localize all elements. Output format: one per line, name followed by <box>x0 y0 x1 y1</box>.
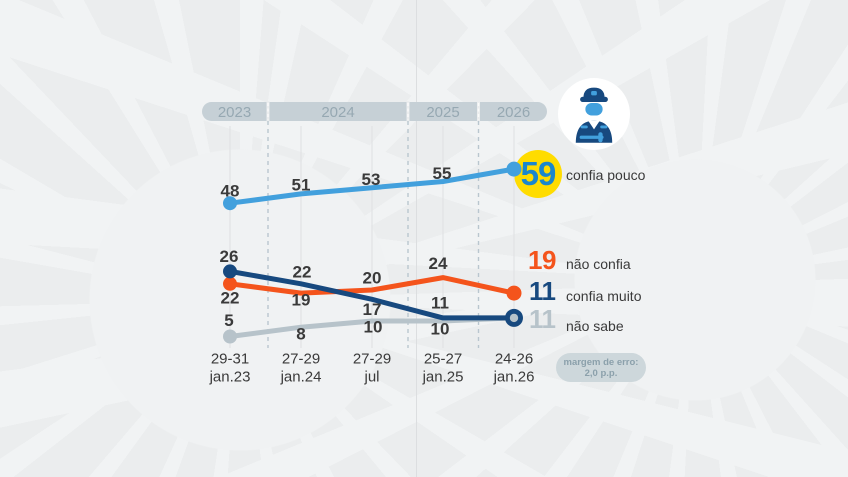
highlight-value: 59 <box>520 155 557 192</box>
value-label: 11 <box>431 293 449 312</box>
x-tick-line2: jan.25 <box>422 369 464 386</box>
year-label: 2023 <box>218 104 251 121</box>
series-start-dot-0 <box>223 196 237 211</box>
x-tick-line1: 25-27 <box>424 351 462 368</box>
value-label: 24 <box>429 254 448 273</box>
value-label: 22 <box>293 262 312 281</box>
x-tick-line1: 29-31 <box>211 351 249 368</box>
value-label: 48 <box>221 182 240 201</box>
value-label: 8 <box>296 325 305 344</box>
final-value-nao-sabe: 11 <box>529 304 556 334</box>
x-tick-line1: 27-29 <box>282 351 320 368</box>
series-line-0 <box>227 166 517 206</box>
x-tick-line1: 24-26 <box>495 351 533 368</box>
police-officer-icon <box>575 87 613 143</box>
year-label: 2026 <box>497 104 530 121</box>
value-label: 5 <box>224 311 233 330</box>
value-label: 19 <box>292 291 311 310</box>
series-start-dot-1 <box>223 276 237 291</box>
series-line-2 <box>227 268 517 321</box>
final-value-nao-confia: 19 <box>528 245 556 275</box>
series-line-1 <box>227 275 517 296</box>
police-avatar-circle <box>558 78 630 150</box>
series-label-nao-sabe: não sabe <box>566 318 624 334</box>
highlight-badge: 59 <box>514 150 562 198</box>
final-value-confia-muito: 11 <box>529 276 556 306</box>
year-label: 2025 <box>426 104 459 121</box>
x-tick-line2: jan.24 <box>280 369 322 386</box>
margin-of-error-line2: 2,0 p.p. <box>584 367 618 379</box>
x-tick-line2: jan.23 <box>209 369 251 386</box>
series-start-dot-2 <box>223 264 237 279</box>
value-label: 55 <box>433 164 452 183</box>
series-end-dot-0 <box>506 161 522 177</box>
series-label-nao-confia: não confia <box>566 256 631 272</box>
series-end-dot-center <box>509 313 519 323</box>
year-label: 2024 <box>321 104 354 121</box>
series-label-confia-muito: confia muito <box>566 288 642 304</box>
margin-of-error-line1: margem de erro: <box>563 356 639 368</box>
margin-of-error-note: margem de erro: 2,0 p.p. <box>556 353 646 382</box>
value-label: 51 <box>292 175 311 194</box>
value-label: 20 <box>363 269 382 288</box>
x-tick-line2: jul <box>363 369 379 386</box>
value-label: 22 <box>221 288 240 307</box>
x-tick-line2: jan.26 <box>493 369 535 386</box>
value-label: 10 <box>364 318 383 337</box>
center-divider-line <box>416 0 417 477</box>
value-label: 10 <box>431 320 450 339</box>
x-tick-line1: 27-29 <box>353 351 391 368</box>
value-label: 53 <box>362 170 381 189</box>
series-label-confia-pouco: confia pouco <box>566 167 646 183</box>
series-start-dot-3 <box>223 329 237 344</box>
value-label: 17 <box>363 300 382 319</box>
series-end-dot-1 <box>506 285 522 301</box>
year-band <box>202 102 547 121</box>
value-label: 26 <box>220 247 239 266</box>
